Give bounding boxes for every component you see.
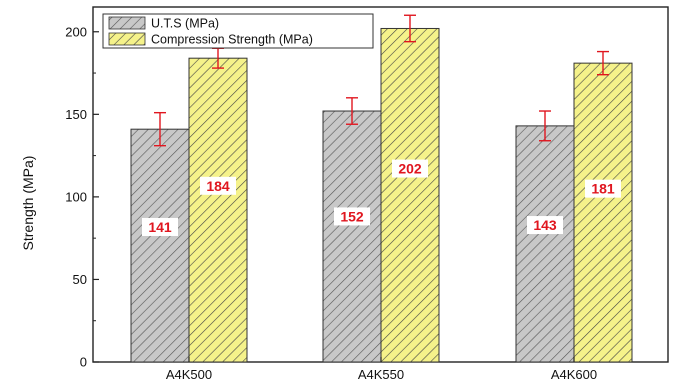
- data-label: 181: [591, 181, 615, 197]
- bar-uts: [515, 125, 575, 363]
- y-tick-label: 50: [73, 272, 87, 287]
- data-label: 184: [206, 178, 230, 194]
- legend-swatch-uts: [108, 16, 146, 30]
- y-axis-title: Strength (MPa): [20, 156, 36, 251]
- x-axis: A4K500 A4K550 A4K600: [166, 357, 597, 382]
- y-tick-label: 150: [65, 107, 87, 122]
- data-label-background: [527, 216, 563, 235]
- bar-uts: [130, 128, 190, 363]
- y-tick-label: 200: [65, 24, 87, 39]
- x-tick-label: A4K550: [358, 367, 404, 382]
- legend-label-compression: Compression Strength (MPa): [151, 33, 313, 47]
- x-tick-label: A4K600: [551, 367, 597, 382]
- legend: U.T.S (MPa) Compression Strength (MPa): [102, 13, 374, 49]
- bar-series: 141 184 152 202 143 181: [130, 14, 633, 363]
- data-label: 143: [533, 217, 557, 233]
- bar-compression: [573, 62, 633, 363]
- data-label-background: [334, 207, 370, 226]
- data-label: 141: [148, 219, 172, 235]
- data-label: 202: [398, 161, 422, 177]
- data-label: 152: [340, 208, 364, 224]
- y-axis: 0 50 100 150 200: [65, 24, 99, 370]
- data-label-background: [142, 217, 178, 236]
- y-tick-label: 100: [65, 189, 87, 204]
- y-tick-label: 0: [80, 355, 87, 370]
- bar-compression: [380, 27, 440, 363]
- bar-uts: [322, 110, 382, 363]
- legend-box: [102, 13, 374, 49]
- data-label-background: [392, 159, 428, 178]
- legend-label-uts: U.T.S (MPa): [151, 17, 219, 31]
- data-label-background: [585, 179, 621, 198]
- data-label-background: [200, 176, 236, 195]
- bar-compression: [188, 57, 248, 363]
- legend-swatch-compression: [108, 32, 146, 46]
- x-tick-label: A4K500: [166, 367, 212, 382]
